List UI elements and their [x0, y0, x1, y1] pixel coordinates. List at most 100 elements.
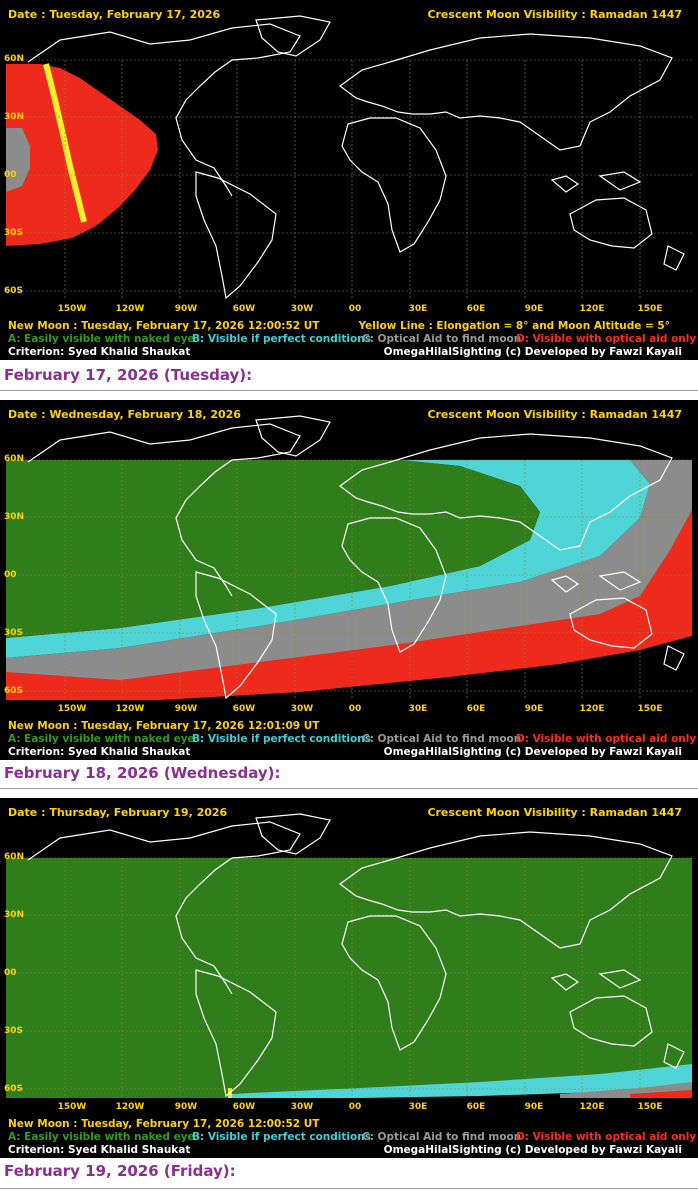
map-caption: February 19, 2026 (Friday):: [4, 1162, 236, 1180]
legend-c: C: Optical Aid to find moon: [362, 733, 522, 745]
lat-label: 00: [4, 570, 17, 580]
yellow-line: [43, 63, 87, 223]
lon-label: 30W: [290, 1102, 314, 1112]
lat-label: 30N: [4, 512, 25, 522]
lon-label: 150E: [637, 704, 663, 714]
yellow-line-note: Yellow Line : Elongation = 8° and Moon A…: [358, 320, 671, 332]
zone-d-red: [6, 460, 692, 700]
lon-label: 00: [348, 704, 362, 714]
lat-label: 00: [4, 170, 17, 180]
lat-label: 00: [4, 968, 17, 978]
coastlines: [27, 15, 685, 300]
credit: OmegaHilalSighting (c) Developed by Fawz…: [383, 346, 682, 358]
world-map: [6, 15, 692, 300]
criterion: Criterion: Syed Khalid Shaukat: [8, 1144, 191, 1156]
legend-d: D: Visible with optical aid only: [516, 333, 697, 345]
world-map: [6, 813, 692, 1098]
lon-label: 60E: [466, 304, 486, 314]
legend-d: D: Visible with optical aid only: [516, 1131, 697, 1143]
lon-label: 150E: [637, 304, 663, 314]
lon-label: 00: [348, 304, 362, 314]
lat-label: 60N: [4, 454, 25, 464]
legend-b: B: Visible if perfect conditions: [192, 1131, 371, 1143]
map-title: Crescent Moon Visibility : Ramadan 1447: [427, 8, 682, 21]
zone-b-cyan: [230, 1064, 692, 1098]
lon-label: 120W: [115, 1102, 145, 1112]
legend-b: B: Visible if perfect conditions: [192, 733, 371, 745]
legend-a: A: Easily visible with naked eye: [8, 333, 195, 345]
visibility-zones: [6, 858, 692, 1098]
lon-label: 30E: [408, 1102, 428, 1112]
grid-lines: [6, 857, 692, 1098]
lat-label: 30N: [4, 910, 25, 920]
map-date: Date : Wednesday, February 18, 2026: [8, 408, 241, 421]
map-date: Date : Thursday, February 19, 2026: [8, 806, 228, 819]
lon-label: 90E: [524, 304, 544, 314]
lon-label: 90E: [524, 1102, 544, 1112]
lat-label: 30S: [4, 228, 24, 238]
zone-a-green: [6, 858, 692, 1098]
world-map: [6, 415, 692, 700]
legend-c: C: Optical Aid to find moon: [362, 333, 522, 345]
divider: [0, 390, 698, 391]
divider: [0, 788, 698, 789]
map-caption: February 18, 2026 (Wednesday):: [4, 764, 281, 782]
lon-label: 120E: [579, 704, 605, 714]
lon-label: 60E: [466, 1102, 486, 1112]
lon-label: 90W: [174, 304, 198, 314]
lat-label: 60S: [4, 286, 24, 296]
lon-label: 90W: [174, 1102, 198, 1112]
criterion: Criterion: Syed Khalid Shaukat: [8, 346, 191, 358]
map-caption: February 17, 2026 (Tuesday):: [4, 366, 253, 384]
map-title: Crescent Moon Visibility : Ramadan 1447: [427, 408, 682, 421]
lon-label: 60E: [466, 704, 486, 714]
lat-label: 60N: [4, 54, 25, 64]
credit: OmegaHilalSighting (c) Developed by Fawz…: [383, 746, 682, 758]
coastlines: [27, 415, 685, 700]
new-moon-time: New Moon : Tuesday, February 17, 2026 12…: [8, 720, 320, 732]
visibility-zones: [6, 460, 692, 700]
lon-label: 150E: [637, 1102, 663, 1112]
lon-label: 30E: [408, 704, 428, 714]
visibility-zones: [6, 63, 158, 246]
grid-lines: [6, 459, 692, 700]
zone-c-gray: [6, 460, 692, 680]
zone-d-red: [630, 1090, 692, 1098]
legend-d: D: Visible with optical aid only: [516, 733, 697, 745]
map-date: Date : Tuesday, February 17, 2026: [8, 8, 221, 21]
visibility-map-panel: Date : Tuesday, February 17, 2026 Cresce…: [0, 0, 698, 360]
lon-label: 30E: [408, 304, 428, 314]
lon-label: 30W: [290, 704, 314, 714]
coastlines: [27, 813, 685, 1098]
lon-label: 120E: [579, 304, 605, 314]
criterion: Criterion: Syed Khalid Shaukat: [8, 746, 191, 758]
lon-label: 120W: [115, 704, 145, 714]
visibility-map-panel: Date : Thursday, February 19, 2026 Cresc…: [0, 798, 698, 1158]
lat-label: 60N: [4, 852, 25, 862]
lon-label: 00: [348, 1102, 362, 1112]
zone-b-cyan: [6, 460, 650, 658]
visibility-map-panel: Date : Wednesday, February 18, 2026 Cres…: [0, 400, 698, 760]
map-title: Crescent Moon Visibility : Ramadan 1447: [427, 806, 682, 819]
zone-d-red: [6, 64, 158, 246]
lon-label: 60W: [232, 704, 256, 714]
lat-label: 60S: [4, 1084, 24, 1094]
new-moon-time: New Moon : Tuesday, February 17, 2026 12…: [8, 320, 320, 332]
legend-a: A: Easily visible with naked eye: [8, 1131, 195, 1143]
lon-label: 150W: [57, 304, 87, 314]
lon-label: 60W: [232, 1102, 256, 1112]
zone-a-green: [6, 460, 540, 638]
lat-label: 30S: [4, 1026, 24, 1036]
lon-label: 30W: [290, 304, 314, 314]
lon-label: 120E: [579, 1102, 605, 1112]
lon-label: 90E: [524, 704, 544, 714]
credit: OmegaHilalSighting (c) Developed by Fawz…: [383, 1144, 682, 1156]
lon-label: 150W: [57, 1102, 87, 1112]
lat-label: 30N: [4, 112, 25, 122]
lon-label: 150W: [57, 704, 87, 714]
lat-label: 30S: [4, 628, 24, 638]
lat-label: 60S: [4, 686, 24, 696]
grid-lines: [6, 59, 692, 300]
lon-label: 120W: [115, 304, 145, 314]
lon-label: 60W: [232, 304, 256, 314]
